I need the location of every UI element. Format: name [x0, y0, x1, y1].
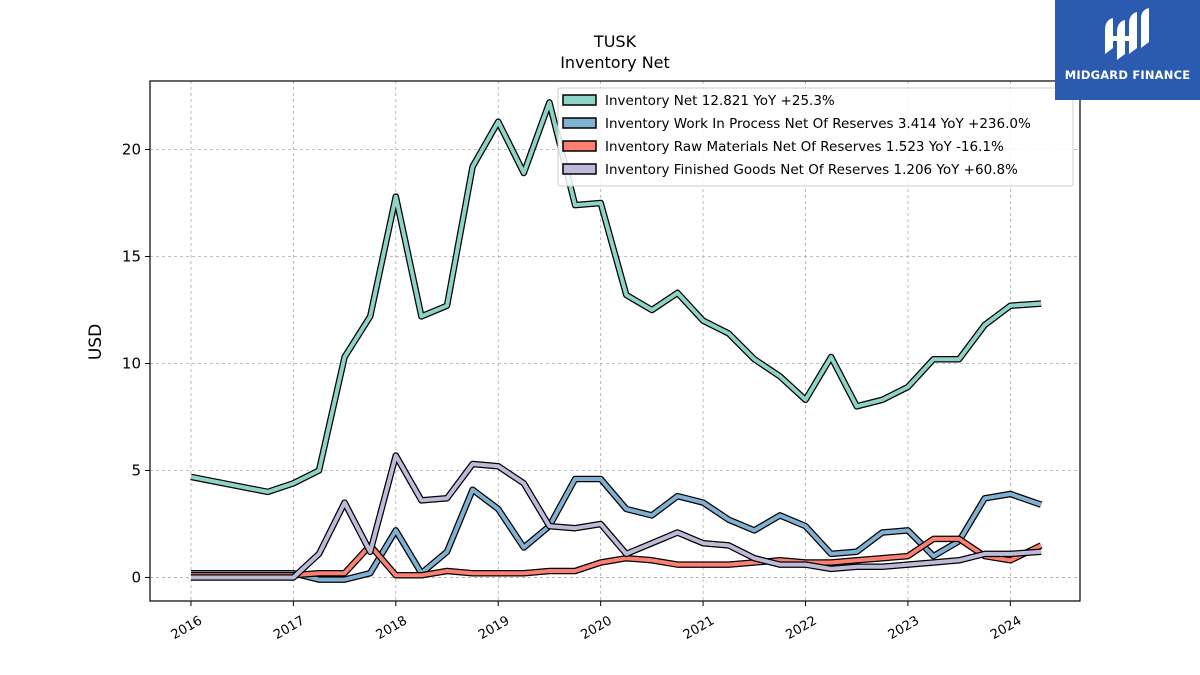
- y-tick-label: 20: [122, 140, 141, 158]
- series-layer: [190, 99, 1043, 583]
- y-tick-label: 0: [131, 568, 141, 586]
- series-line: [191, 453, 1042, 580]
- x-tick-label: 2018: [374, 613, 410, 643]
- series-line: [191, 477, 1042, 582]
- x-tick-label: 2023: [886, 613, 922, 643]
- series-line: [190, 100, 1042, 494]
- y-tick-label: 10: [122, 354, 141, 372]
- x-tick-label: 2019: [476, 613, 512, 643]
- x-tick-label: 2016: [169, 613, 205, 643]
- legend-label: Inventory Net 12.821 YoY +25.3%: [605, 93, 835, 109]
- x-tick-label: 2022: [783, 613, 819, 643]
- x-tick-label: 2024: [988, 613, 1024, 643]
- brand-name: MIDGARD FINANCE: [1064, 68, 1191, 82]
- brand-logo-mark-icon: [1105, 8, 1149, 60]
- legend-swatch: [562, 117, 597, 129]
- x-tick-label: 2017: [271, 613, 307, 643]
- legend: Inventory Net 12.821 YoY +25.3% Inventory…: [557, 87, 1074, 187]
- y-axis-label: USD: [86, 324, 106, 360]
- legend-label: Inventory Raw Materials Net Of Reserves …: [605, 139, 1004, 155]
- legend-swatch: [562, 163, 597, 175]
- x-tick-label: 2020: [579, 613, 615, 643]
- x-tick-label: 2021: [681, 613, 717, 643]
- y-tick-label: 15: [122, 247, 141, 265]
- legend-swatch: [562, 140, 597, 152]
- brand-logo: MIDGARD FINANCE: [1055, 0, 1200, 100]
- y-tick-label: 5: [131, 461, 141, 479]
- plot-frame: [149, 80, 1081, 602]
- legend-label: Inventory Work In Process Net Of Reserve…: [605, 116, 1031, 132]
- legend-swatch: [562, 94, 597, 106]
- legend-box: [557, 87, 1074, 187]
- legend-label: Inventory Finished Goods Net Of Reserves…: [605, 162, 1018, 178]
- series-line: [191, 536, 1042, 578]
- chart-title: TUSK: [593, 32, 637, 51]
- chart-subtitle: Inventory Net: [560, 53, 670, 72]
